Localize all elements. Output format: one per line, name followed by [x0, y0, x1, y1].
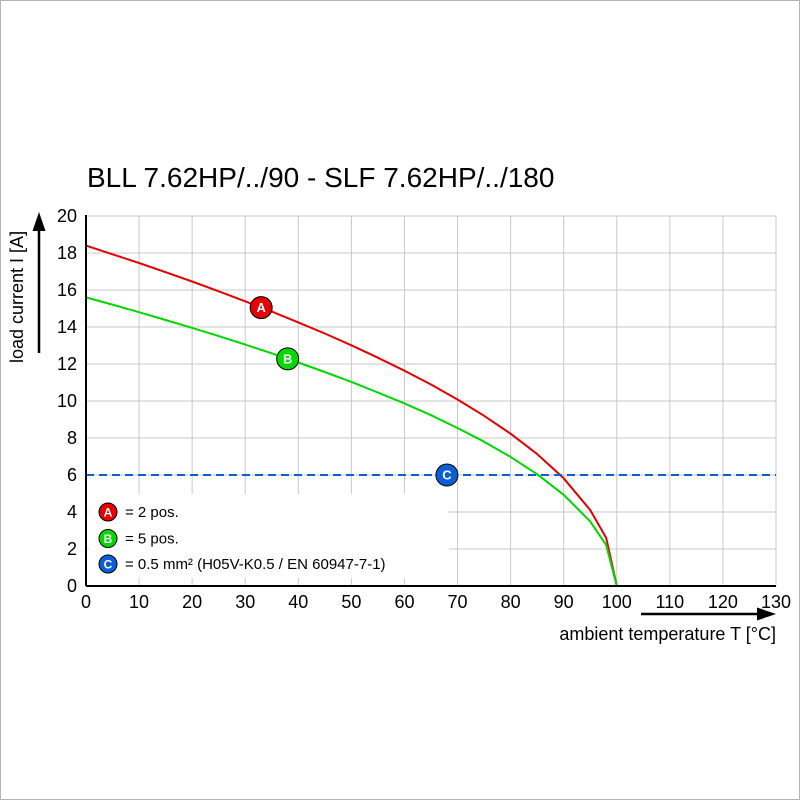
legend-text-c: = 0.5 mm² (H05V-K0.5 / EN 60947-7-1) — [125, 556, 386, 573]
y-axis-label: load current I [A] — [7, 231, 27, 363]
axes — [85, 215, 776, 587]
x-tick-label: 50 — [341, 592, 361, 612]
x-axis-arrow-icon — [641, 607, 776, 621]
legend-marker-b-letter: B — [104, 532, 113, 546]
x-tick-label: 110 — [655, 592, 684, 612]
x-tick-label: 70 — [448, 592, 468, 612]
x-tick-label: 100 — [602, 592, 632, 612]
legend-item-a: A = 2 pos. — [98, 502, 179, 522]
curve-marker-b: B — [276, 347, 300, 371]
curves — [85, 244, 776, 587]
y-tick-label: 2 — [67, 539, 77, 559]
y-axis-arrow-icon — [32, 212, 46, 353]
y-tick-label: 0 — [67, 576, 77, 596]
y-tick-label: 14 — [57, 317, 77, 337]
curve-marker-c: C — [435, 463, 459, 487]
legend-marker-b-icon — [98, 529, 118, 548]
legend-text-a: = 2 pos. — [125, 504, 179, 521]
curve-b — [85, 296, 618, 587]
legend-item-b: B = 5 pos. — [98, 529, 179, 548]
legend-background — [89, 494, 449, 578]
y-tick-label: 16 — [57, 280, 77, 300]
tick-labels: 0 10 20 30 40 50 60 70 80 90 100 110 120 130 0 2 4 6 8 10 12… — [57, 206, 791, 612]
x-tick-label: 0 — [81, 592, 91, 612]
y-tick-label: 4 — [67, 502, 77, 522]
y-tick-label: 6 — [67, 465, 77, 485]
svg-text:B: B — [283, 351, 292, 366]
x-tick-label: 120 — [708, 592, 738, 612]
y-tick-label: 8 — [67, 428, 77, 448]
x-tick-label: 130 — [761, 592, 791, 612]
legend-marker-a-icon — [98, 502, 118, 522]
x-tick-label: 90 — [554, 592, 574, 612]
legend-marker-c-icon — [98, 554, 118, 574]
x-tick-label: 10 — [129, 592, 149, 612]
x-tick-label: 40 — [288, 592, 308, 612]
x-tick-label: 20 — [182, 592, 202, 612]
curve-markers: A B C — [249, 296, 459, 487]
y-tick-label: 20 — [57, 206, 77, 226]
legend: A = 2 pos. B = 5 pos. C = 0.5 mm² (H05V-… — [89, 494, 449, 578]
legend-marker-c-letter: C — [104, 558, 113, 572]
svg-text:A: A — [256, 300, 266, 315]
legend-marker-a-letter: A — [104, 506, 113, 520]
x-tick-label: 80 — [501, 592, 521, 612]
legend-text-b: = 5 pos. — [125, 531, 179, 548]
svg-text:C: C — [442, 468, 452, 483]
legend-item-c: C = 0.5 mm² (H05V-K0.5 / EN 60947-7-1) — [98, 554, 386, 574]
curve-marker-a: A — [249, 296, 273, 320]
y-tick-label: 12 — [57, 354, 77, 374]
y-tick-label: 18 — [57, 243, 77, 263]
curve-a — [85, 244, 618, 587]
x-axis-label: ambient temperature T [°C] — [559, 624, 776, 644]
x-tick-label: 30 — [235, 592, 255, 612]
chart-title: BLL 7.62HP/../90 - SLF 7.62HP/../180 — [87, 162, 554, 193]
x-tick-label: 60 — [394, 592, 414, 612]
y-tick-label: 10 — [57, 391, 77, 411]
